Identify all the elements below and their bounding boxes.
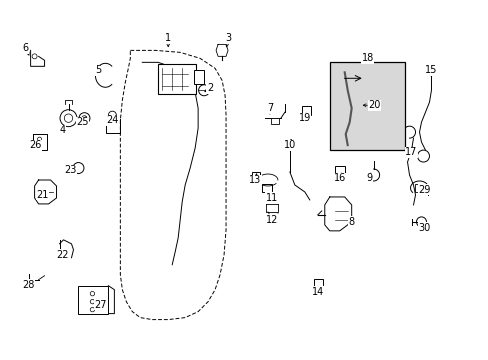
Text: 5: 5 <box>95 65 102 75</box>
Text: 26: 26 <box>29 140 41 150</box>
Bar <box>313 279 322 288</box>
Text: 18: 18 <box>361 53 373 63</box>
Text: 1: 1 <box>165 33 171 44</box>
Text: 11: 11 <box>265 193 278 203</box>
Text: 27: 27 <box>94 300 106 310</box>
Bar <box>301 106 310 115</box>
Bar <box>334 166 344 174</box>
Bar <box>194 70 203 84</box>
Text: 20: 20 <box>367 100 380 110</box>
Text: 28: 28 <box>22 280 35 290</box>
Text: 13: 13 <box>248 175 261 185</box>
Text: 21: 21 <box>36 190 49 200</box>
Bar <box>329 62 404 150</box>
Bar <box>78 286 108 314</box>
Text: 30: 30 <box>418 223 430 233</box>
Text: 29: 29 <box>417 185 430 195</box>
Text: 6: 6 <box>22 43 29 53</box>
Bar <box>414 184 424 192</box>
Text: 10: 10 <box>283 140 295 150</box>
Text: 24: 24 <box>106 115 118 125</box>
Text: 7: 7 <box>266 103 272 113</box>
Text: 16: 16 <box>333 173 345 183</box>
Text: 14: 14 <box>311 287 323 297</box>
Text: 17: 17 <box>405 147 417 157</box>
Text: 8: 8 <box>348 217 354 227</box>
Text: 2: 2 <box>206 83 213 93</box>
Text: 12: 12 <box>265 215 278 225</box>
Text: 22: 22 <box>56 250 69 260</box>
Text: 3: 3 <box>224 33 231 44</box>
Bar <box>262 184 271 192</box>
Text: 4: 4 <box>60 125 65 135</box>
Bar <box>251 172 260 182</box>
Text: 23: 23 <box>64 165 77 175</box>
Text: 25: 25 <box>76 117 88 127</box>
Text: 9: 9 <box>366 173 372 183</box>
Bar <box>158 64 196 94</box>
Text: 19: 19 <box>298 113 310 123</box>
Text: 15: 15 <box>425 65 437 75</box>
Bar <box>270 118 278 124</box>
